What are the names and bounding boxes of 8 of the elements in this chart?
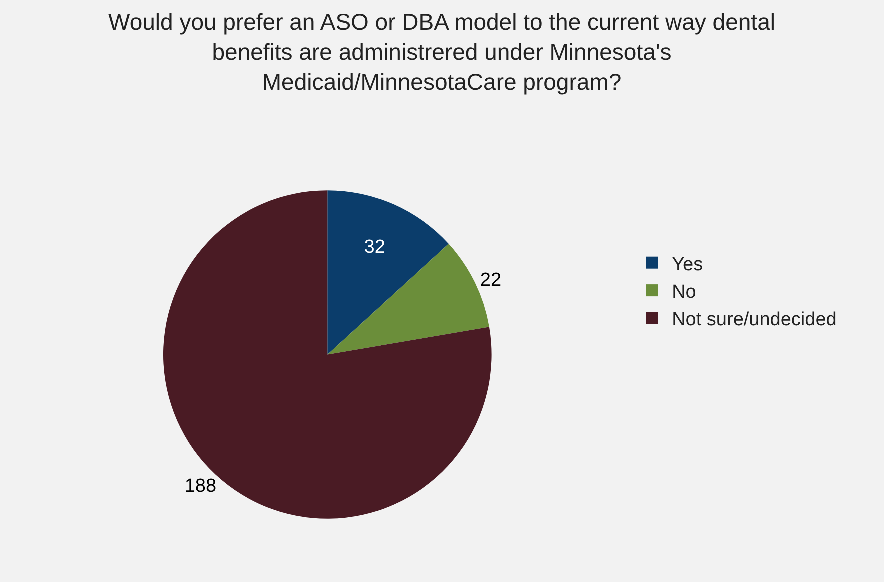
legend-label: Not sure/undecided: [672, 310, 837, 331]
pie-slice: [328, 190, 449, 355]
data-label: 188: [184, 476, 217, 497]
data-label: 32: [364, 237, 386, 258]
chart-title: Would you prefer an ASO or DBA model to the current way dental benefits are administrered under Minnesota's Medicaid/MinnesotaCare program?: [108, 9, 776, 95]
legend-label: Yes: [672, 254, 704, 276]
data-label: 22: [480, 270, 502, 292]
legend-label: No: [672, 282, 696, 303]
